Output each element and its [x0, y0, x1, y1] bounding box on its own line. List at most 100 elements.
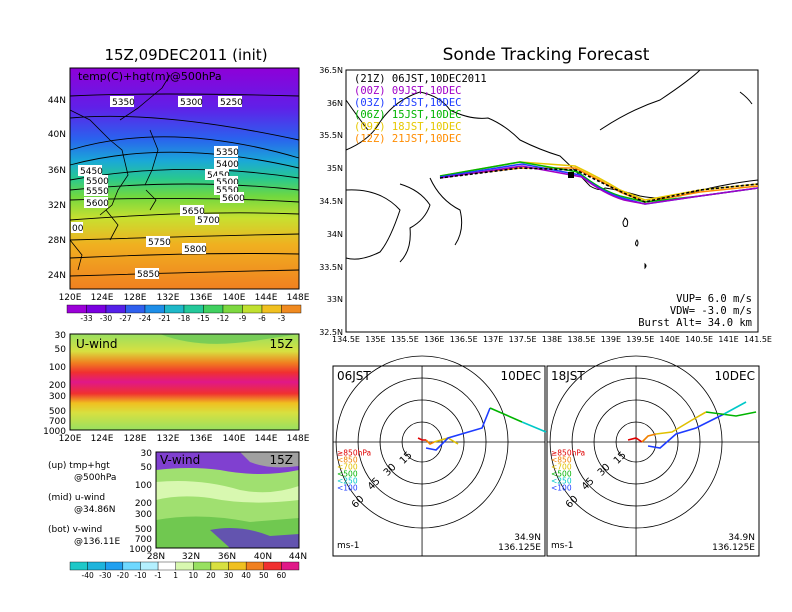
track-lon-tick: 138.5E — [567, 335, 595, 344]
wind-colorbar-label: 1 — [173, 571, 178, 580]
svg-text:@34.86N: @34.86N — [74, 505, 116, 515]
hodograph-lat: 34.9N — [514, 533, 541, 543]
vwind-panel: V-wind 15Z 30 50 100 200 300 500 700 100… — [129, 449, 307, 562]
svg-text:@500hPa: @500hPa — [74, 473, 116, 483]
svg-text:132E: 132E — [157, 293, 180, 303]
track-legend: (21Z) 06JST,10DEC2011(00Z) 09JST,10DEC(0… — [354, 73, 487, 145]
track-lon-tick: 139E — [601, 335, 621, 344]
svg-text:120E: 120E — [59, 293, 82, 303]
uwind-x-ticks: 120E 124E 128E 132E 136E 140E 144E 148E — [59, 434, 310, 444]
track-lon-tick: 136E — [424, 335, 444, 344]
svg-text:5250: 5250 — [220, 98, 243, 108]
svg-text:700: 700 — [135, 535, 152, 545]
track-legend-entry: (00Z) 09JST,10DEC — [354, 85, 461, 97]
svg-text:44N: 44N — [48, 96, 66, 106]
wind-colorbar-label: -10 — [134, 571, 146, 580]
wind-colorbar-cell — [175, 561, 194, 571]
hodograph-trace — [655, 411, 707, 435]
track-lon-tick: 135E — [365, 335, 385, 344]
hodograph-unit: ms-1 — [337, 541, 359, 551]
svg-text:136E: 136E — [190, 293, 213, 303]
svg-text:35N: 35N — [327, 164, 343, 173]
svg-text:5650: 5650 — [182, 207, 205, 217]
hodograph-level: <850 — [337, 455, 358, 464]
svg-text:100: 100 — [49, 363, 66, 373]
temp-colorbar-cell — [144, 304, 165, 314]
svg-text:00: 00 — [72, 224, 84, 234]
wind-colorbar-cell — [69, 561, 88, 571]
temp-hgt-map: temp(C)+hgt(m)@500hPa 5350 5300 5250 535… — [48, 67, 310, 303]
track-lon-tick: 139.5E — [626, 335, 654, 344]
hodograph-level: <100 — [551, 483, 572, 492]
temp-colorbar-cell — [281, 304, 302, 314]
track-lon-tick: 140E — [660, 335, 680, 344]
wind-colorbar-label: -40 — [81, 571, 93, 580]
svg-text:5350: 5350 — [112, 98, 135, 108]
islands — [622, 217, 647, 270]
wind-colorbar-cell — [193, 561, 212, 571]
coastline-shikoku — [345, 189, 401, 260]
temp-colorbar-label: -15 — [197, 314, 209, 323]
svg-text:120E: 120E — [59, 434, 82, 444]
hodograph-time: 18JST — [551, 369, 585, 383]
uwind-panel: U-wind 15Z 30 50 100 200 300 500 700 100… — [43, 331, 310, 444]
right-title: Sonde Tracking Forecast — [443, 45, 650, 65]
svg-text:200: 200 — [135, 499, 152, 509]
hodograph-trace — [521, 421, 547, 433]
temp-colorbar-label: -30 — [100, 314, 112, 323]
uwind-y-ticks: 30 50 100 200 300 500 700 1000 — [43, 331, 66, 437]
hodograph-frame — [332, 365, 546, 557]
svg-text:5600: 5600 — [222, 194, 245, 204]
svg-text:5850: 5850 — [137, 270, 160, 280]
uwind-label: U-wind — [76, 337, 117, 351]
svg-text:148E: 148E — [287, 293, 310, 303]
temp-colorbar-label: -9 — [239, 314, 247, 323]
hodograph-time: 06JST — [337, 369, 371, 383]
svg-text:132E: 132E — [157, 434, 180, 444]
svg-text:Burst Alt= 34.0 km: Burst Alt= 34.0 km — [638, 317, 752, 329]
svg-text:(mid) u-wind: (mid) u-wind — [48, 493, 105, 503]
hodograph-trace — [705, 411, 757, 417]
svg-text:5450: 5450 — [80, 167, 103, 177]
svg-text:128E: 128E — [124, 293, 147, 303]
svg-text:44N: 44N — [289, 552, 307, 562]
hodograph-trace — [647, 413, 725, 449]
track-lon-tick: 137.5E — [509, 335, 537, 344]
svg-text:32N: 32N — [182, 552, 200, 562]
track-lon-tick: 137E — [483, 335, 503, 344]
svg-text:5500: 5500 — [86, 177, 109, 187]
map-label: temp(C)+hgt(m)@500hPa — [78, 70, 222, 83]
temp-colorbar-label: -21 — [158, 314, 170, 323]
wind-colorbar-cell — [87, 561, 106, 571]
track-legend-entry: (12Z) 21JST,10DEC — [354, 133, 461, 145]
hodograph-level: <500 — [551, 469, 572, 478]
hodograph-lon: 136.125E — [498, 543, 541, 553]
hodograph-level: <700 — [551, 462, 572, 471]
svg-text:(up) tmp+hgt: (up) tmp+hgt — [48, 461, 110, 471]
svg-text:5350: 5350 — [216, 148, 239, 158]
temp-colorbar-cell — [222, 304, 243, 314]
launch-point — [568, 172, 574, 178]
hodograph-lon: 136.125E — [712, 543, 755, 553]
wind-colorbar-label: -30 — [99, 571, 111, 580]
svg-text:300: 300 — [135, 510, 152, 520]
svg-text:124E: 124E — [91, 434, 114, 444]
hodograph-trace — [723, 401, 747, 415]
panel-legend: (up) tmp+hgt @500hPa (mid) u-wind @34.86… — [48, 461, 120, 547]
wind-colorbar-label: 10 — [189, 571, 199, 580]
svg-text:28N: 28N — [48, 236, 66, 246]
lat-tick-labels: 44N 40N 36N 32N 28N 24N — [48, 96, 66, 281]
svg-text:36N: 36N — [218, 552, 236, 562]
track-legend-entry: (21Z) 06JST,10DEC2011 — [354, 73, 487, 85]
wind-colorbar-cell — [263, 561, 282, 571]
hodograph-frame — [546, 365, 760, 557]
hodograph-lat: 34.9N — [728, 533, 755, 543]
uwind-time: 15Z — [270, 337, 294, 351]
track-lon-tick: 136.5E — [450, 335, 478, 344]
svg-text:34N: 34N — [327, 230, 343, 239]
track-lat-ticks: 36.5N 36N 35.5N 35N 34.5N 34N 33.5N 33N … — [319, 66, 343, 337]
svg-text:136E: 136E — [190, 434, 213, 444]
